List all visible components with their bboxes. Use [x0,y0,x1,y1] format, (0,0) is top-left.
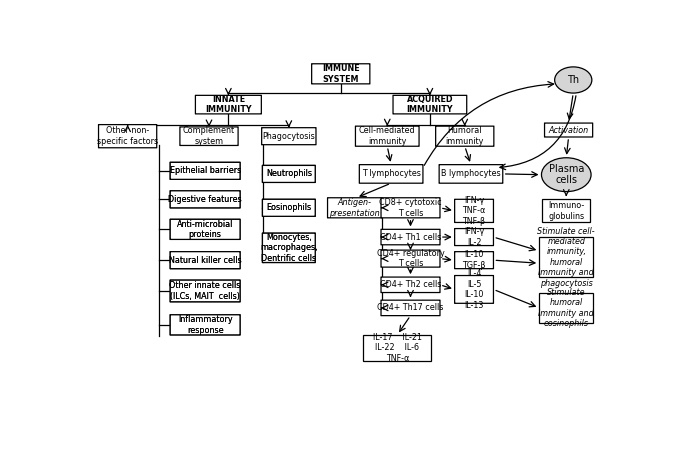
Text: Stimulate
humoral
immunity and
eosinophils: Stimulate humoral immunity and eosinophi… [539,288,594,328]
Text: IL-10
TGF-β: IL-10 TGF-β [462,250,486,270]
FancyBboxPatch shape [542,200,590,222]
Text: Neutrophils: Neutrophils [266,169,312,178]
FancyBboxPatch shape [262,199,316,216]
Text: Phagocytosis: Phagocytosis [262,132,316,141]
FancyBboxPatch shape [170,162,240,179]
Text: Other innate cells
(ILCs, MAIT  cells): Other innate cells (ILCs, MAIT cells) [169,281,241,301]
Text: Inflammatory
response: Inflammatory response [177,315,233,335]
Text: Digestive features: Digestive features [169,195,242,204]
Text: Eosinophils: Eosinophils [267,203,311,212]
Text: Other non-
specific factors: Other non- specific factors [97,127,158,146]
Text: Digestive features: Digestive features [169,195,242,204]
Text: Inflammatory
response: Inflammatory response [177,315,233,335]
FancyBboxPatch shape [262,233,316,263]
Text: B lymphocytes: B lymphocytes [441,169,500,178]
Text: IL-4
IL-5
IL-10
IL-13: IL-4 IL-5 IL-10 IL-13 [464,269,483,310]
FancyBboxPatch shape [262,165,316,182]
FancyBboxPatch shape [195,95,261,114]
FancyBboxPatch shape [180,127,238,146]
Text: Th: Th [567,75,579,85]
Text: Natural killer cells: Natural killer cells [169,255,241,264]
FancyBboxPatch shape [439,164,503,183]
FancyBboxPatch shape [262,128,316,145]
FancyBboxPatch shape [99,125,156,148]
FancyBboxPatch shape [170,252,240,269]
FancyBboxPatch shape [262,199,316,216]
FancyBboxPatch shape [545,123,593,137]
FancyBboxPatch shape [393,95,466,114]
FancyBboxPatch shape [455,228,494,246]
FancyBboxPatch shape [170,315,240,335]
FancyBboxPatch shape [381,198,440,218]
FancyBboxPatch shape [539,237,594,277]
FancyBboxPatch shape [170,280,240,302]
Text: CD4+ Th2 cells: CD4+ Th2 cells [380,280,441,289]
FancyBboxPatch shape [436,126,494,146]
Text: Natural killer cells: Natural killer cells [169,255,241,264]
FancyBboxPatch shape [381,229,440,245]
FancyBboxPatch shape [262,165,316,182]
Text: Antigen-
presentation: Antigen- presentation [329,198,380,218]
FancyBboxPatch shape [170,219,240,239]
Text: Cell-mediated
immunity: Cell-mediated immunity [359,127,415,146]
FancyBboxPatch shape [170,162,240,179]
Text: CD8+ cytotoxic
T cells: CD8+ cytotoxic T cells [379,198,442,218]
FancyBboxPatch shape [170,280,240,302]
FancyBboxPatch shape [381,250,440,267]
FancyBboxPatch shape [170,315,240,335]
FancyBboxPatch shape [455,275,494,303]
Text: INNATE
IMMUNITY: INNATE IMMUNITY [205,95,252,114]
Text: IFN-γ
IL-2: IFN-γ IL-2 [464,228,484,247]
Text: Activation: Activation [549,126,589,135]
Ellipse shape [541,158,591,191]
Text: ACQUIRED
IMMUNITY: ACQUIRED IMMUNITY [407,95,453,114]
FancyBboxPatch shape [455,252,494,269]
FancyBboxPatch shape [170,191,240,208]
FancyBboxPatch shape [170,219,240,239]
Ellipse shape [555,67,592,93]
FancyBboxPatch shape [381,300,440,316]
FancyBboxPatch shape [170,252,240,269]
FancyBboxPatch shape [328,198,382,218]
Text: Other innate cells
(ILCs, MAIT  cells): Other innate cells (ILCs, MAIT cells) [169,281,241,301]
Text: Epithelial barriers: Epithelial barriers [169,166,241,175]
Text: Eosinophils: Eosinophils [267,203,311,212]
Text: Complement
system: Complement system [183,127,235,146]
FancyBboxPatch shape [381,277,440,292]
Text: Anti-microbial
proteins: Anti-microbial proteins [177,219,233,239]
FancyBboxPatch shape [363,335,431,361]
FancyBboxPatch shape [170,191,240,208]
Text: Stimulate cell-
mediated
immunity,
humoral
immunity and
phagocytosis: Stimulate cell- mediated immunity, humor… [537,227,595,288]
FancyBboxPatch shape [539,292,594,323]
Text: Epithelial barriers: Epithelial barriers [169,166,241,175]
Text: CD4+ regulatory
T cells: CD4+ regulatory T cells [377,249,444,268]
FancyBboxPatch shape [311,64,370,84]
Text: Neutrophils: Neutrophils [266,169,312,178]
Text: Plasma
cells: Plasma cells [549,164,584,185]
Text: Monocytes,
macrophages,
Dentrific cells: Monocytes, macrophages, Dentrific cells [260,233,318,263]
Text: Immuno-
globulins: Immuno- globulins [548,201,584,220]
FancyBboxPatch shape [359,164,423,183]
Text: Monocytes,
macrophages,
Dentrific cells: Monocytes, macrophages, Dentrific cells [260,233,318,263]
Text: CD4+ Th1 cells: CD4+ Th1 cells [380,233,441,242]
Text: Humoral
immunity: Humoral immunity [445,127,484,146]
Text: IFN-γ
TNF-α
TNF-β: IFN-γ TNF-α TNF-β [462,196,486,226]
Text: CD4+ Th17 cells: CD4+ Th17 cells [377,303,443,312]
Text: IL-17    IL-21
IL-22    IL-6
TNF-α: IL-17 IL-21 IL-22 IL-6 TNF-α [373,333,422,363]
FancyBboxPatch shape [356,126,419,146]
Text: T lymphocytes: T lymphocytes [362,169,420,178]
FancyBboxPatch shape [262,233,316,263]
Text: IMMUNE
SYSTEM: IMMUNE SYSTEM [322,64,360,83]
FancyBboxPatch shape [455,199,494,222]
Text: Anti-microbial
proteins: Anti-microbial proteins [177,219,233,239]
